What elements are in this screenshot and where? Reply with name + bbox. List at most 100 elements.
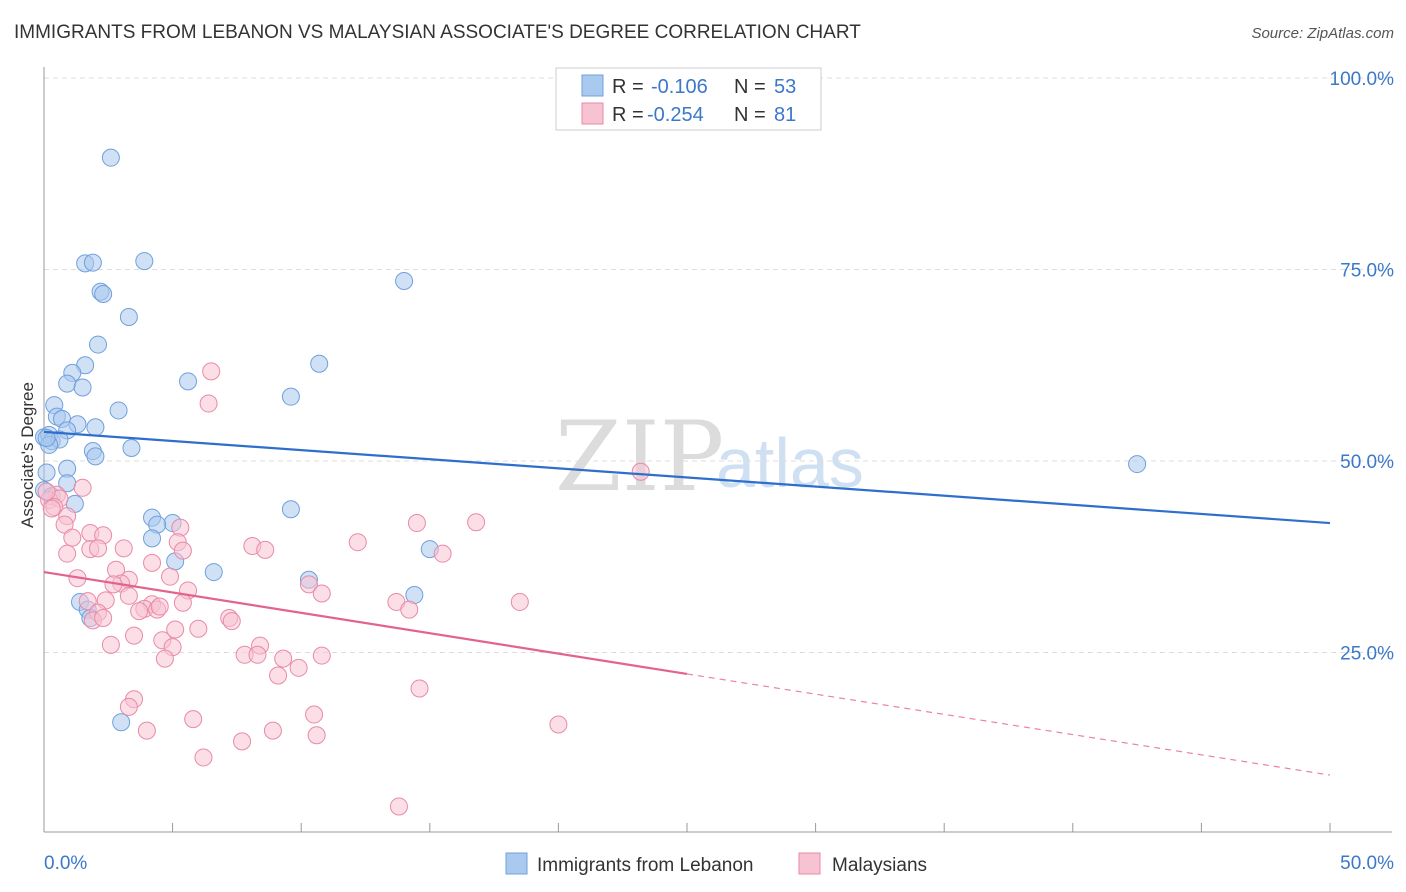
point-malaysians	[400, 600, 419, 619]
series-legend: Immigrants from Lebanon Malaysians	[505, 852, 927, 876]
point-malaysians	[125, 626, 144, 645]
x-tick-max: 50.0%	[1340, 853, 1394, 874]
point-lebanon	[86, 418, 105, 437]
point-malaysians	[312, 584, 331, 603]
legend-n-label-1: N =	[734, 76, 766, 98]
point-lebanon	[204, 563, 223, 582]
point-malaysians	[407, 514, 426, 533]
point-malaysians	[269, 666, 288, 685]
stats-legend: R = -0.106 N = 53 R = -0.254 N = 81	[555, 67, 822, 131]
point-malaysians	[274, 649, 293, 668]
point-malaysians	[263, 721, 282, 740]
point-lebanon	[281, 387, 300, 406]
point-lebanon	[37, 429, 56, 448]
point-malaysians	[189, 619, 208, 638]
trend-line-malaysians-extension	[686, 673, 1331, 776]
point-malaysians	[184, 710, 203, 729]
point-lebanon	[37, 463, 56, 482]
point-malaysians	[119, 697, 138, 716]
point-lebanon	[86, 447, 105, 466]
y-tick-label: 100.0%	[1330, 69, 1395, 90]
legend-swatch-lebanon	[581, 74, 604, 97]
trend-line-malaysians	[43, 570, 688, 676]
point-malaysians	[194, 748, 213, 767]
point-lebanon	[135, 252, 154, 271]
point-malaysians	[73, 478, 92, 497]
legend-n-label-2: N =	[734, 104, 766, 126]
point-lebanon	[119, 307, 138, 326]
point-lebanon	[1128, 455, 1147, 474]
legend-n-value-1: 53	[774, 76, 796, 98]
point-lebanon	[73, 378, 92, 397]
point-malaysians	[114, 539, 133, 558]
legend-r-value-1: -0.106	[651, 76, 708, 98]
point-malaysians	[143, 553, 162, 572]
bottom-legend-swatch-malaysians	[798, 852, 821, 875]
y-tick-label: 25.0%	[1340, 644, 1394, 665]
point-malaysians	[101, 635, 120, 654]
point-malaysians	[58, 544, 77, 563]
point-lebanon	[109, 401, 128, 420]
point-malaysians	[233, 732, 252, 751]
watermark-atlas: atlas	[716, 424, 864, 502]
y-axis-label: Associate's Degree	[18, 382, 37, 528]
point-malaysians	[410, 679, 429, 698]
point-malaysians	[289, 658, 308, 677]
point-malaysians	[42, 499, 61, 518]
point-malaysians	[307, 726, 326, 745]
legend-r-label-1: R =	[612, 76, 644, 98]
point-lebanon	[58, 374, 77, 393]
legend-swatch-malaysians	[581, 102, 604, 125]
y-tick-labels: 25.0% 50.0% 75.0% 100.0%	[1330, 69, 1395, 665]
point-malaysians	[631, 462, 650, 481]
point-malaysians	[510, 592, 529, 611]
point-malaysians	[130, 602, 149, 621]
point-malaysians	[305, 705, 324, 724]
point-malaysians	[299, 575, 318, 594]
point-malaysians	[467, 513, 486, 532]
point-malaysians	[161, 567, 180, 586]
point-malaysians	[222, 612, 241, 631]
point-malaysians	[150, 597, 169, 616]
point-malaysians	[137, 721, 156, 740]
point-lebanon	[281, 500, 300, 519]
point-lebanon	[122, 438, 141, 457]
point-malaysians	[119, 586, 138, 605]
chart-source: Source: ZipAtlas.com	[1251, 25, 1394, 42]
legend-r-value-2: -0.254	[647, 104, 704, 126]
y-tick-label: 50.0%	[1340, 452, 1394, 473]
point-malaysians	[199, 394, 218, 413]
point-malaysians	[155, 649, 174, 668]
point-lebanon	[101, 148, 120, 167]
point-lebanon	[89, 335, 108, 354]
point-malaysians	[256, 540, 275, 559]
legend-n-value-2: 81	[774, 104, 796, 126]
grid-layer	[44, 77, 1392, 653]
point-lebanon	[143, 529, 162, 548]
point-lebanon	[112, 713, 131, 732]
points-layer	[35, 148, 1147, 816]
bottom-legend-swatch-lebanon	[505, 852, 528, 875]
point-malaysians	[94, 609, 113, 628]
point-lebanon	[310, 354, 329, 373]
legend-r-label-2: R =	[612, 104, 644, 126]
point-lebanon	[94, 285, 113, 304]
point-malaysians	[348, 533, 367, 552]
bottom-legend-label-malaysians: Malaysians	[832, 855, 927, 876]
watermark-zip: ZIP	[555, 401, 724, 513]
point-malaysians	[202, 362, 221, 381]
x-tick-min: 0.0%	[44, 853, 87, 874]
point-malaysians	[312, 646, 331, 665]
point-malaysians	[173, 593, 192, 612]
trend-line-lebanon	[43, 430, 1331, 525]
y-tick-label: 75.0%	[1340, 261, 1394, 282]
point-malaysians	[433, 544, 452, 563]
point-malaysians	[37, 482, 56, 501]
point-lebanon	[395, 271, 414, 290]
point-malaysians	[166, 620, 185, 639]
point-malaysians	[248, 645, 267, 664]
chart-title: IMMIGRANTS FROM LEBANON VS MALAYSIAN ASS…	[14, 22, 861, 43]
point-lebanon	[179, 372, 198, 391]
point-malaysians	[89, 539, 108, 558]
